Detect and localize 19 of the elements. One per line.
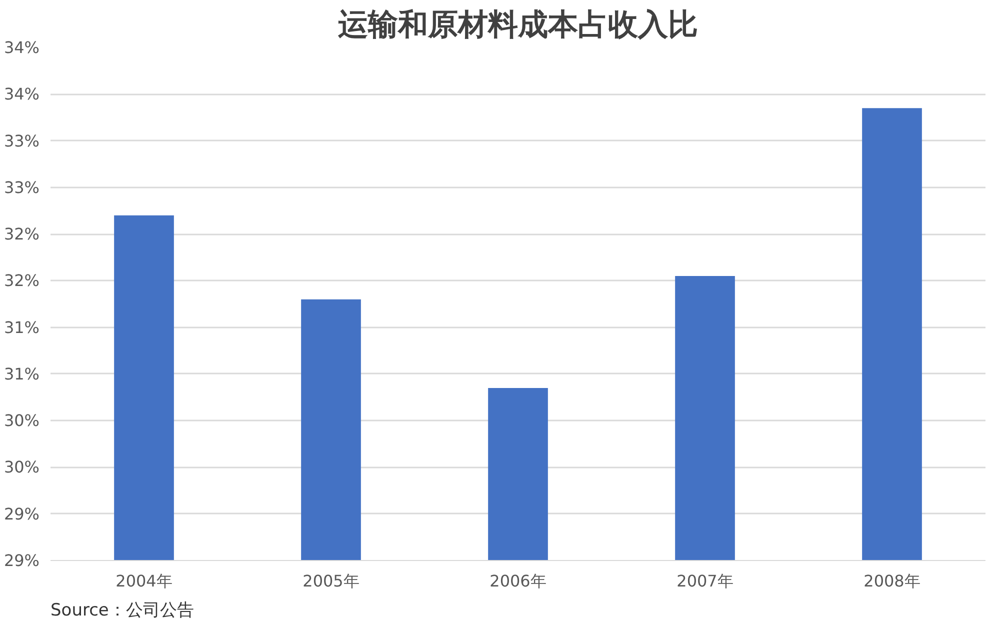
source-note: Source：公司公告 (50, 600, 194, 620)
y-tick-label: 31% (4, 364, 40, 384)
x-tick-label: 2004年 (116, 572, 172, 590)
y-tick-label: 34% (4, 38, 40, 57)
y-tick-label: 30% (4, 411, 40, 430)
y-tick-label: 30% (4, 458, 40, 477)
chart-title: 运输和原材料成本占收入比 (337, 8, 698, 42)
y-tick-label: 29% (4, 551, 40, 570)
y-tick-label: 32% (4, 271, 40, 290)
y-tick-label: 34% (4, 84, 40, 104)
x-tick-label: 2007年 (676, 572, 734, 590)
y-tick-label: 31% (4, 318, 40, 337)
x-tick-label: 2005年 (302, 572, 360, 590)
y-tick-label: 33% (4, 131, 40, 150)
y-tick-label: 33% (4, 178, 40, 197)
x-tick-label: 2006年 (490, 572, 546, 590)
y-tick-label: 29% (4, 504, 40, 524)
x-tick-label: 2008年 (864, 572, 920, 590)
y-tick-label: 32% (4, 224, 40, 244)
